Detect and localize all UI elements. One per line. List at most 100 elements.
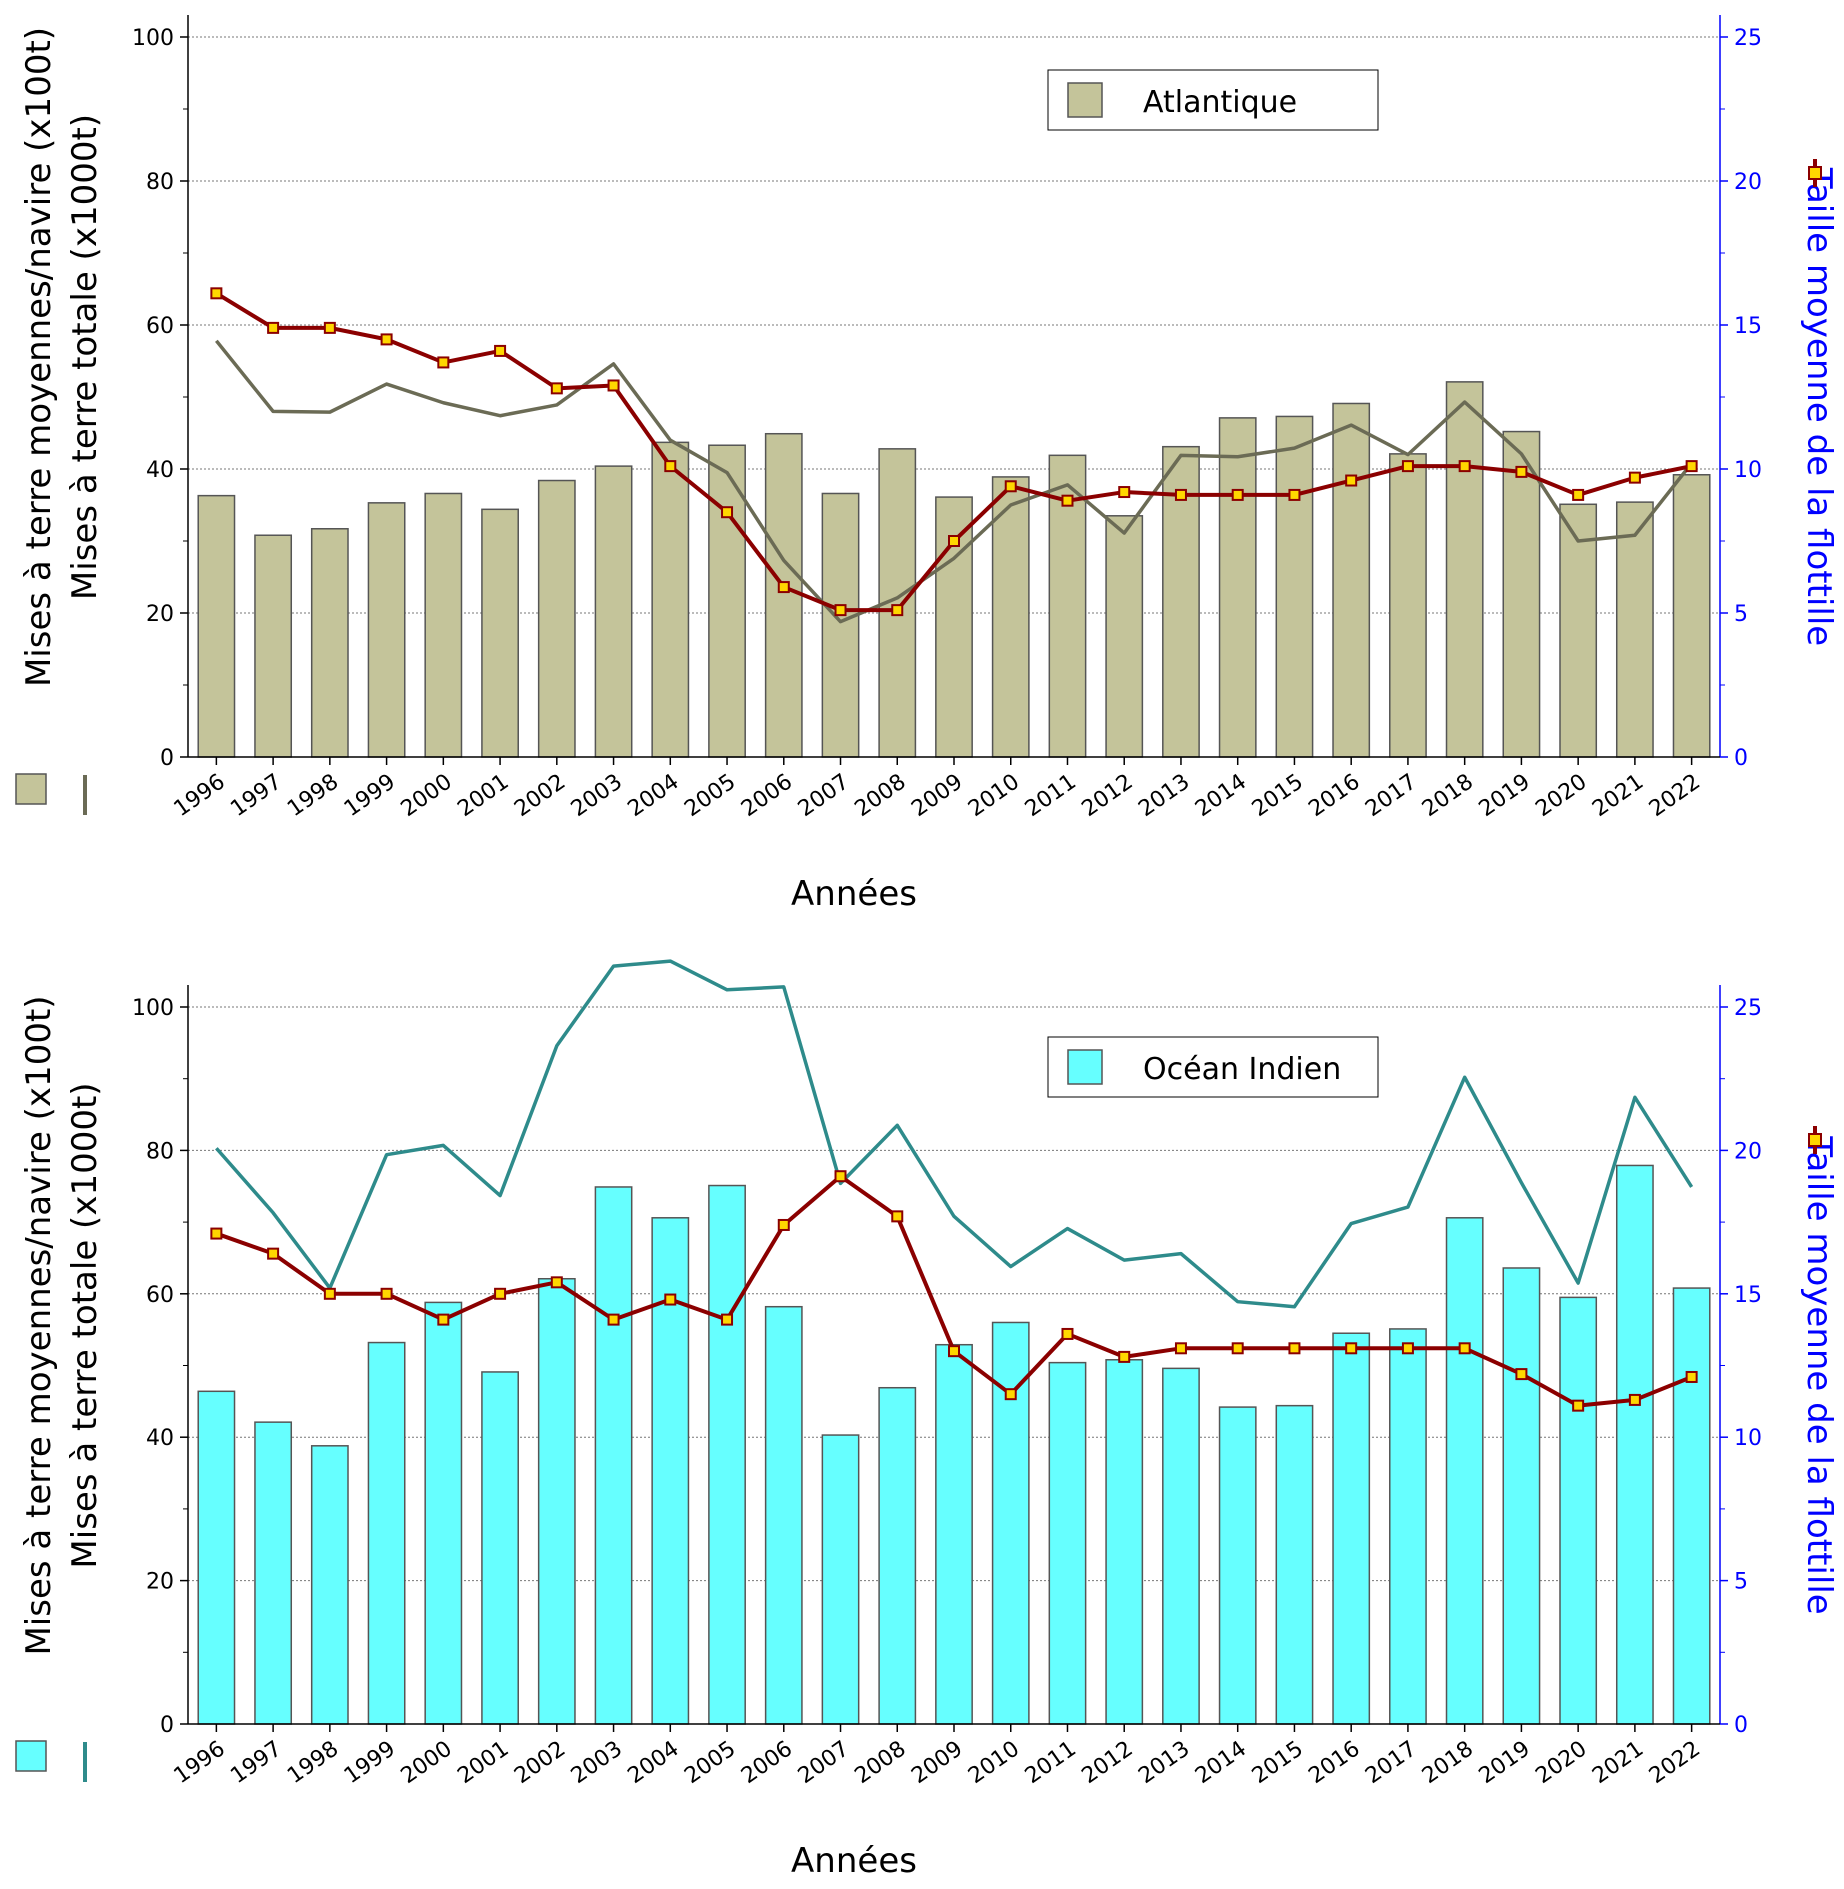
x-tick-label: 2017 xyxy=(1361,1736,1421,1789)
fleet-point-2000 xyxy=(437,356,450,369)
fleet-point-2022 xyxy=(1685,460,1698,473)
x-tick-label: 2008 xyxy=(850,1736,910,1789)
x-tick-label: 2015 xyxy=(1248,1736,1308,1789)
fleet-point-2000 xyxy=(437,1313,450,1326)
fleet-point-1999 xyxy=(380,1287,393,1300)
x-tick-label: 1999 xyxy=(340,769,400,822)
x-tick-label: 2010 xyxy=(964,769,1024,822)
fleet-point-2020 xyxy=(1572,1399,1585,1412)
bar-2013 xyxy=(1162,1367,1200,1725)
fleet-point-2007 xyxy=(834,604,847,617)
bar-2007 xyxy=(821,1434,860,1725)
fleet-point-2017 xyxy=(1401,460,1414,473)
fleet-point-2012 xyxy=(1118,1350,1131,1363)
x-tick-label: 2001 xyxy=(453,1736,513,1789)
legend: Atlantique xyxy=(1047,69,1379,131)
bar-2008 xyxy=(878,1386,917,1725)
x-tick-label: 2021 xyxy=(1588,769,1648,822)
bar-1996 xyxy=(197,1390,236,1725)
y2-tick-label: 25 xyxy=(1734,996,1762,1021)
bar-2016 xyxy=(1332,1332,1371,1725)
x-tick-label: 2022 xyxy=(1645,769,1705,822)
bar-2004 xyxy=(651,441,690,758)
legend-swatch xyxy=(1067,82,1103,118)
y2-tick-label: 25 xyxy=(1734,26,1762,51)
bar-legend-swatch xyxy=(15,1740,47,1772)
bar-2019 xyxy=(1502,1267,1541,1725)
x-tick-label: 2016 xyxy=(1304,1736,1364,1789)
bar-2022 xyxy=(1672,1287,1711,1725)
bar-2007 xyxy=(821,492,860,758)
x-tick-label: 2009 xyxy=(907,769,967,822)
fleet-point-2014 xyxy=(1231,488,1244,501)
fleet-legend-marker xyxy=(1808,1133,1822,1147)
y-tick-label: 0 xyxy=(160,746,174,771)
legend-box xyxy=(1047,69,1379,131)
fleet-point-2018 xyxy=(1458,1342,1471,1355)
x-tick-label: 2002 xyxy=(510,1736,570,1789)
x-tick-label: 2003 xyxy=(567,1736,627,1789)
fleet-point-2011 xyxy=(1061,494,1074,507)
y-tick-label: 0 xyxy=(160,1713,174,1738)
y-axis-title-bars: Mises à terre moyennes/navire (x100t) xyxy=(19,27,59,687)
fleet-point-2021 xyxy=(1628,471,1641,484)
bar-1997 xyxy=(254,534,293,758)
x-tick-label: 2008 xyxy=(850,769,910,822)
y-tick-label: 40 xyxy=(146,1426,174,1451)
x-axis-title: Années xyxy=(791,874,917,914)
legend-swatch xyxy=(1067,1049,1103,1085)
y-tick-label: 80 xyxy=(146,1139,174,1164)
fleet-point-2006 xyxy=(777,1218,790,1231)
y-tick-label: 60 xyxy=(146,1283,174,1308)
bar-2017 xyxy=(1389,453,1427,758)
bar-2011 xyxy=(1048,1361,1087,1725)
fleet-point-2007 xyxy=(834,1170,847,1183)
x-tick-label: 2011 xyxy=(1021,769,1081,822)
fleet-legend-marker xyxy=(1808,166,1822,180)
x-tick-label: 2012 xyxy=(1077,769,1137,822)
x-tick-label: 2005 xyxy=(680,769,740,822)
x-tick-label: 2011 xyxy=(1021,1736,1081,1789)
y-tick-label: 20 xyxy=(146,602,174,627)
fleet-point-1999 xyxy=(380,333,393,346)
bar-2000 xyxy=(424,1301,463,1725)
x-tick-label: 2019 xyxy=(1475,769,1535,822)
bar-2021 xyxy=(1615,501,1654,758)
x-tick-label: 2014 xyxy=(1191,769,1251,822)
bar-2017 xyxy=(1389,1328,1427,1725)
x-tick-label: 2007 xyxy=(794,769,854,822)
bar-2012 xyxy=(1105,515,1144,758)
y-tick-label: 100 xyxy=(132,996,174,1021)
bar-1998 xyxy=(310,1445,349,1725)
y-axis-title-line: Mises à terre totale (x1000t) xyxy=(65,114,105,600)
x-tick-label: 2016 xyxy=(1304,769,1364,822)
fleet-point-2019 xyxy=(1515,1368,1528,1381)
fleet-point-2017 xyxy=(1401,1342,1414,1355)
bar-2005 xyxy=(708,444,746,758)
y2-tick-label: 10 xyxy=(1734,1426,1762,1451)
y2-tick-label: 15 xyxy=(1734,1283,1762,1308)
x-tick-label: 2006 xyxy=(737,1736,797,1789)
fleet-point-2015 xyxy=(1288,488,1301,501)
x-tick-label: 2003 xyxy=(567,769,627,822)
y2-tick-label: 5 xyxy=(1734,602,1748,627)
fleet-point-2010 xyxy=(1004,1388,1017,1401)
x-tick-label: 1999 xyxy=(340,1736,400,1789)
bar-2015 xyxy=(1275,1404,1314,1725)
chart-panel-2: 0204060801000510152025199619971998199920… xyxy=(15,959,1839,1881)
fleet-point-2016 xyxy=(1345,474,1358,487)
bar-legend-swatch xyxy=(15,773,47,805)
bar-2020 xyxy=(1559,1296,1598,1725)
fleet-point-2013 xyxy=(1174,488,1187,501)
bar-1996 xyxy=(197,494,236,758)
bar-2003 xyxy=(594,1186,633,1725)
legend-label: Atlantique xyxy=(1143,85,1297,120)
bar-2001 xyxy=(481,1371,519,1725)
x-tick-label: 2009 xyxy=(907,1736,967,1789)
fleet-point-2014 xyxy=(1231,1342,1244,1355)
bar-2018 xyxy=(1445,1217,1484,1725)
bar-2005 xyxy=(708,1184,746,1725)
bar-2012 xyxy=(1105,1359,1144,1725)
x-tick-label: 1996 xyxy=(170,1736,230,1789)
